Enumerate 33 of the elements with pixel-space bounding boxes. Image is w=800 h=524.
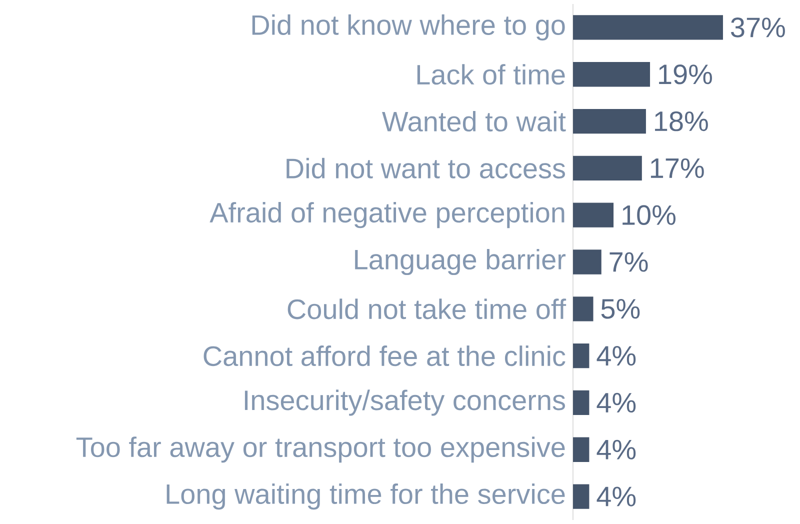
bar <box>572 484 590 509</box>
bar <box>572 250 602 274</box>
data-label: 4% <box>596 440 636 460</box>
y-tick-label: Lack of time <box>417 64 565 85</box>
y-tick-label: Long waiting time for the service <box>166 484 565 510</box>
y-tick-label: Afraid of negative perception <box>210 202 564 228</box>
bar <box>572 62 650 87</box>
data-label: 37% <box>730 18 785 38</box>
data-label: 4% <box>596 392 636 413</box>
data-label: 7% <box>610 252 648 272</box>
bar <box>572 108 646 134</box>
y-tick-label: Insecurity/safety concerns <box>244 390 565 416</box>
bar <box>572 202 614 228</box>
y-tick-label: Wanted to wait <box>382 111 566 132</box>
data-label: 5% <box>601 299 640 319</box>
bar <box>572 156 642 181</box>
y-tick-label: Language barrier <box>355 248 566 276</box>
data-label: 4% <box>596 346 636 366</box>
data-label: 17% <box>650 158 704 178</box>
y-tick-label: Too far away or transport too expensive <box>76 436 565 463</box>
data-label: 10% <box>622 205 676 225</box>
y-tick-label: Could not take time off <box>288 298 566 320</box>
y-tick-label: Did not know where to go <box>252 14 565 41</box>
bar <box>572 343 590 368</box>
bar <box>572 15 723 40</box>
bar <box>572 390 590 416</box>
data-label: 18% <box>655 111 708 132</box>
data-label: 19% <box>659 64 712 84</box>
y-tick-label: Cannot afford fee at the clinic <box>204 346 566 366</box>
data-label: 4% <box>596 486 636 506</box>
bar <box>572 296 594 322</box>
y-tick-label: Did not want to access <box>286 158 565 178</box>
bar <box>572 437 590 462</box>
